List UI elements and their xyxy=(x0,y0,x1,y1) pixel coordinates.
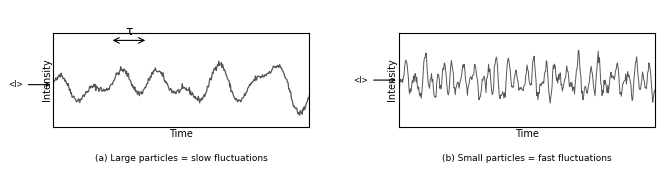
Y-axis label: Intensity: Intensity xyxy=(42,59,52,101)
Text: τ: τ xyxy=(125,25,133,38)
Text: <I>: <I> xyxy=(8,80,49,89)
Y-axis label: Intensity: Intensity xyxy=(387,59,397,101)
Text: <I>: <I> xyxy=(353,76,395,85)
X-axis label: Time: Time xyxy=(170,129,193,139)
Title: (b) Small particles = fast fluctuations: (b) Small particles = fast fluctuations xyxy=(442,154,611,163)
Title: (a) Large particles = slow fluctuations: (a) Large particles = slow fluctuations xyxy=(95,154,268,163)
X-axis label: Time: Time xyxy=(515,129,538,139)
